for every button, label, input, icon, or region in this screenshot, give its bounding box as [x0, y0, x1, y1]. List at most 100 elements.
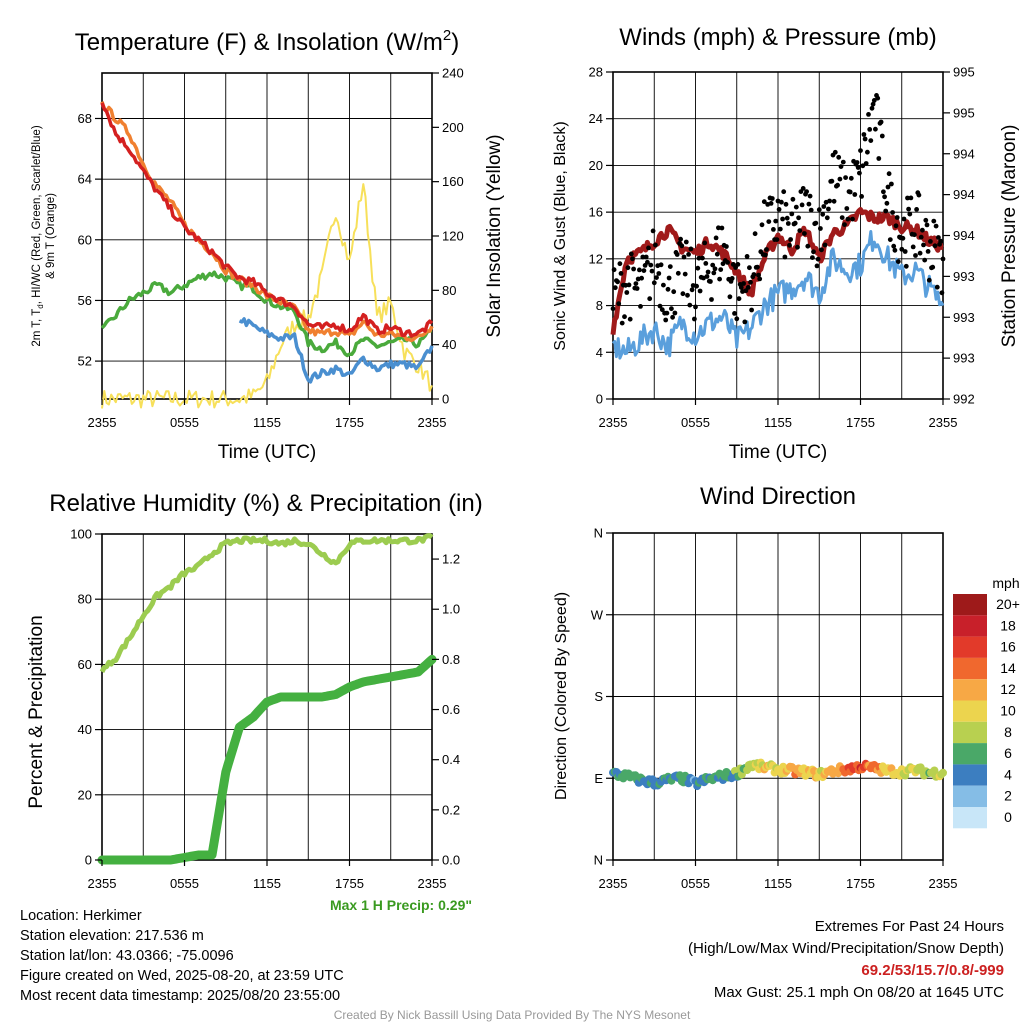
gust-point — [700, 255, 705, 261]
legend-label: 10 — [1000, 703, 1016, 719]
gust-point — [826, 206, 831, 212]
gust-point — [866, 112, 871, 117]
direction-xtick-label: 0555 — [681, 876, 710, 891]
credit-text: Created By Nick Bassill Using Data Provi… — [334, 1008, 691, 1022]
gust-point — [666, 275, 672, 281]
gust-point — [832, 149, 838, 155]
gust-point — [850, 216, 855, 222]
gust-point — [793, 204, 799, 210]
gust-point — [932, 243, 938, 249]
gust-point — [752, 231, 758, 237]
gust-point — [806, 201, 812, 207]
winds-xtick-label: 2355 — [929, 415, 958, 430]
gust-point — [640, 254, 646, 260]
gust-point — [661, 282, 666, 288]
gust-point — [910, 244, 916, 250]
gust-point — [814, 263, 820, 269]
gust-point — [695, 265, 701, 271]
gust-point — [862, 136, 868, 142]
gust-point — [751, 272, 757, 277]
gust-point — [768, 201, 774, 206]
gust-point — [717, 276, 722, 282]
gust-point — [893, 223, 899, 229]
gust-point — [854, 160, 860, 165]
gust-point — [829, 178, 835, 184]
gust-point — [774, 237, 780, 243]
gust-point — [873, 126, 878, 132]
direction-plot-area — [609, 533, 947, 860]
gust-point — [628, 251, 634, 257]
winds-panel: Winds (mph) & Pressure (mb) 0 4 8 12 16 20 24 2… — [552, 24, 1020, 463]
gust-point — [678, 236, 683, 242]
pressure-axis-tick-label: 992 — [953, 392, 975, 407]
gust-point — [870, 101, 876, 107]
legend-swatch — [953, 785, 987, 807]
gust-point — [634, 286, 640, 291]
gust-point — [860, 163, 866, 169]
gust-point — [692, 316, 697, 322]
series-station-pressure — [610, 207, 944, 335]
gust-point — [921, 242, 926, 248]
gust-point — [688, 246, 694, 252]
winds-ytick-label: 0 — [596, 392, 603, 407]
rh-ytick-label: 40 — [78, 722, 92, 737]
legend-label: 20+ — [996, 596, 1020, 612]
station-info: Location: Herkimer Station elevation: 21… — [20, 906, 344, 1006]
gust-point — [875, 95, 881, 101]
gust-point — [766, 219, 772, 225]
gust-point — [734, 316, 740, 322]
gust-point — [749, 307, 754, 313]
gust-point — [711, 270, 717, 276]
gust-point — [763, 252, 768, 258]
gust-point — [773, 218, 779, 224]
winds-ytick-label: 16 — [589, 205, 603, 220]
gust-point — [797, 228, 803, 234]
gust-point — [783, 201, 789, 207]
legend-swatch — [953, 721, 987, 744]
temperature-ylabel-line2: & 9m T (Orange) — [45, 193, 57, 279]
winds-xtick-label: 2355 — [599, 415, 628, 430]
gust-point — [648, 262, 654, 268]
gust-point — [859, 194, 864, 199]
direction-ytick-label: N — [594, 853, 603, 868]
gust-point — [804, 189, 809, 195]
gust-point — [799, 202, 805, 208]
gust-point — [672, 310, 678, 316]
gust-point — [764, 247, 769, 252]
gust-point — [777, 226, 783, 232]
legend-swatch — [953, 700, 987, 722]
gust-point — [843, 175, 848, 181]
gust-point — [625, 265, 631, 271]
gust-point — [790, 196, 796, 202]
gust-point — [624, 290, 630, 295]
station-location: Location: Herkimer — [20, 908, 142, 924]
temperature-title: Temperature (F) & Insolation (W/m2) — [75, 27, 459, 56]
gust-point — [653, 242, 658, 248]
gust-point — [744, 254, 750, 259]
gust-point — [694, 283, 699, 289]
speed-legend: mph 20+ 18 16 14 12 10 8 6 4 2 0 — [953, 575, 1020, 829]
gust-point — [713, 235, 719, 241]
gust-point — [633, 281, 639, 286]
insolation-axis-tick-label: 80 — [442, 283, 456, 298]
gust-point — [638, 304, 643, 309]
temperature-ytick-label: 64 — [78, 172, 92, 187]
winds-ylabel: Sonic Wind & Gust (Blue, Black) — [552, 121, 569, 350]
rh-ytick-label: 20 — [78, 787, 92, 802]
gust-point — [940, 256, 946, 262]
gust-point — [837, 176, 843, 182]
gust-point — [615, 279, 620, 285]
gust-point — [816, 207, 822, 213]
gust-point — [657, 303, 663, 309]
pressure-axis-tick-label: 993 — [953, 351, 975, 366]
gust-point — [891, 243, 897, 249]
rh-ylabel: Percent & Precipitation — [26, 615, 47, 808]
gust-point — [719, 225, 725, 231]
extremes-values: 69.2/53/15.7/0.8/-999 — [861, 962, 1004, 979]
insolation-axis-tick-label: 240 — [442, 66, 464, 81]
gust-point — [810, 255, 815, 260]
speed-legend-title: mph — [992, 575, 1019, 591]
gust-point — [890, 210, 895, 215]
legend-swatch — [953, 764, 987, 786]
direction-ylabel: Direction (Colored By Speed) — [553, 592, 570, 800]
